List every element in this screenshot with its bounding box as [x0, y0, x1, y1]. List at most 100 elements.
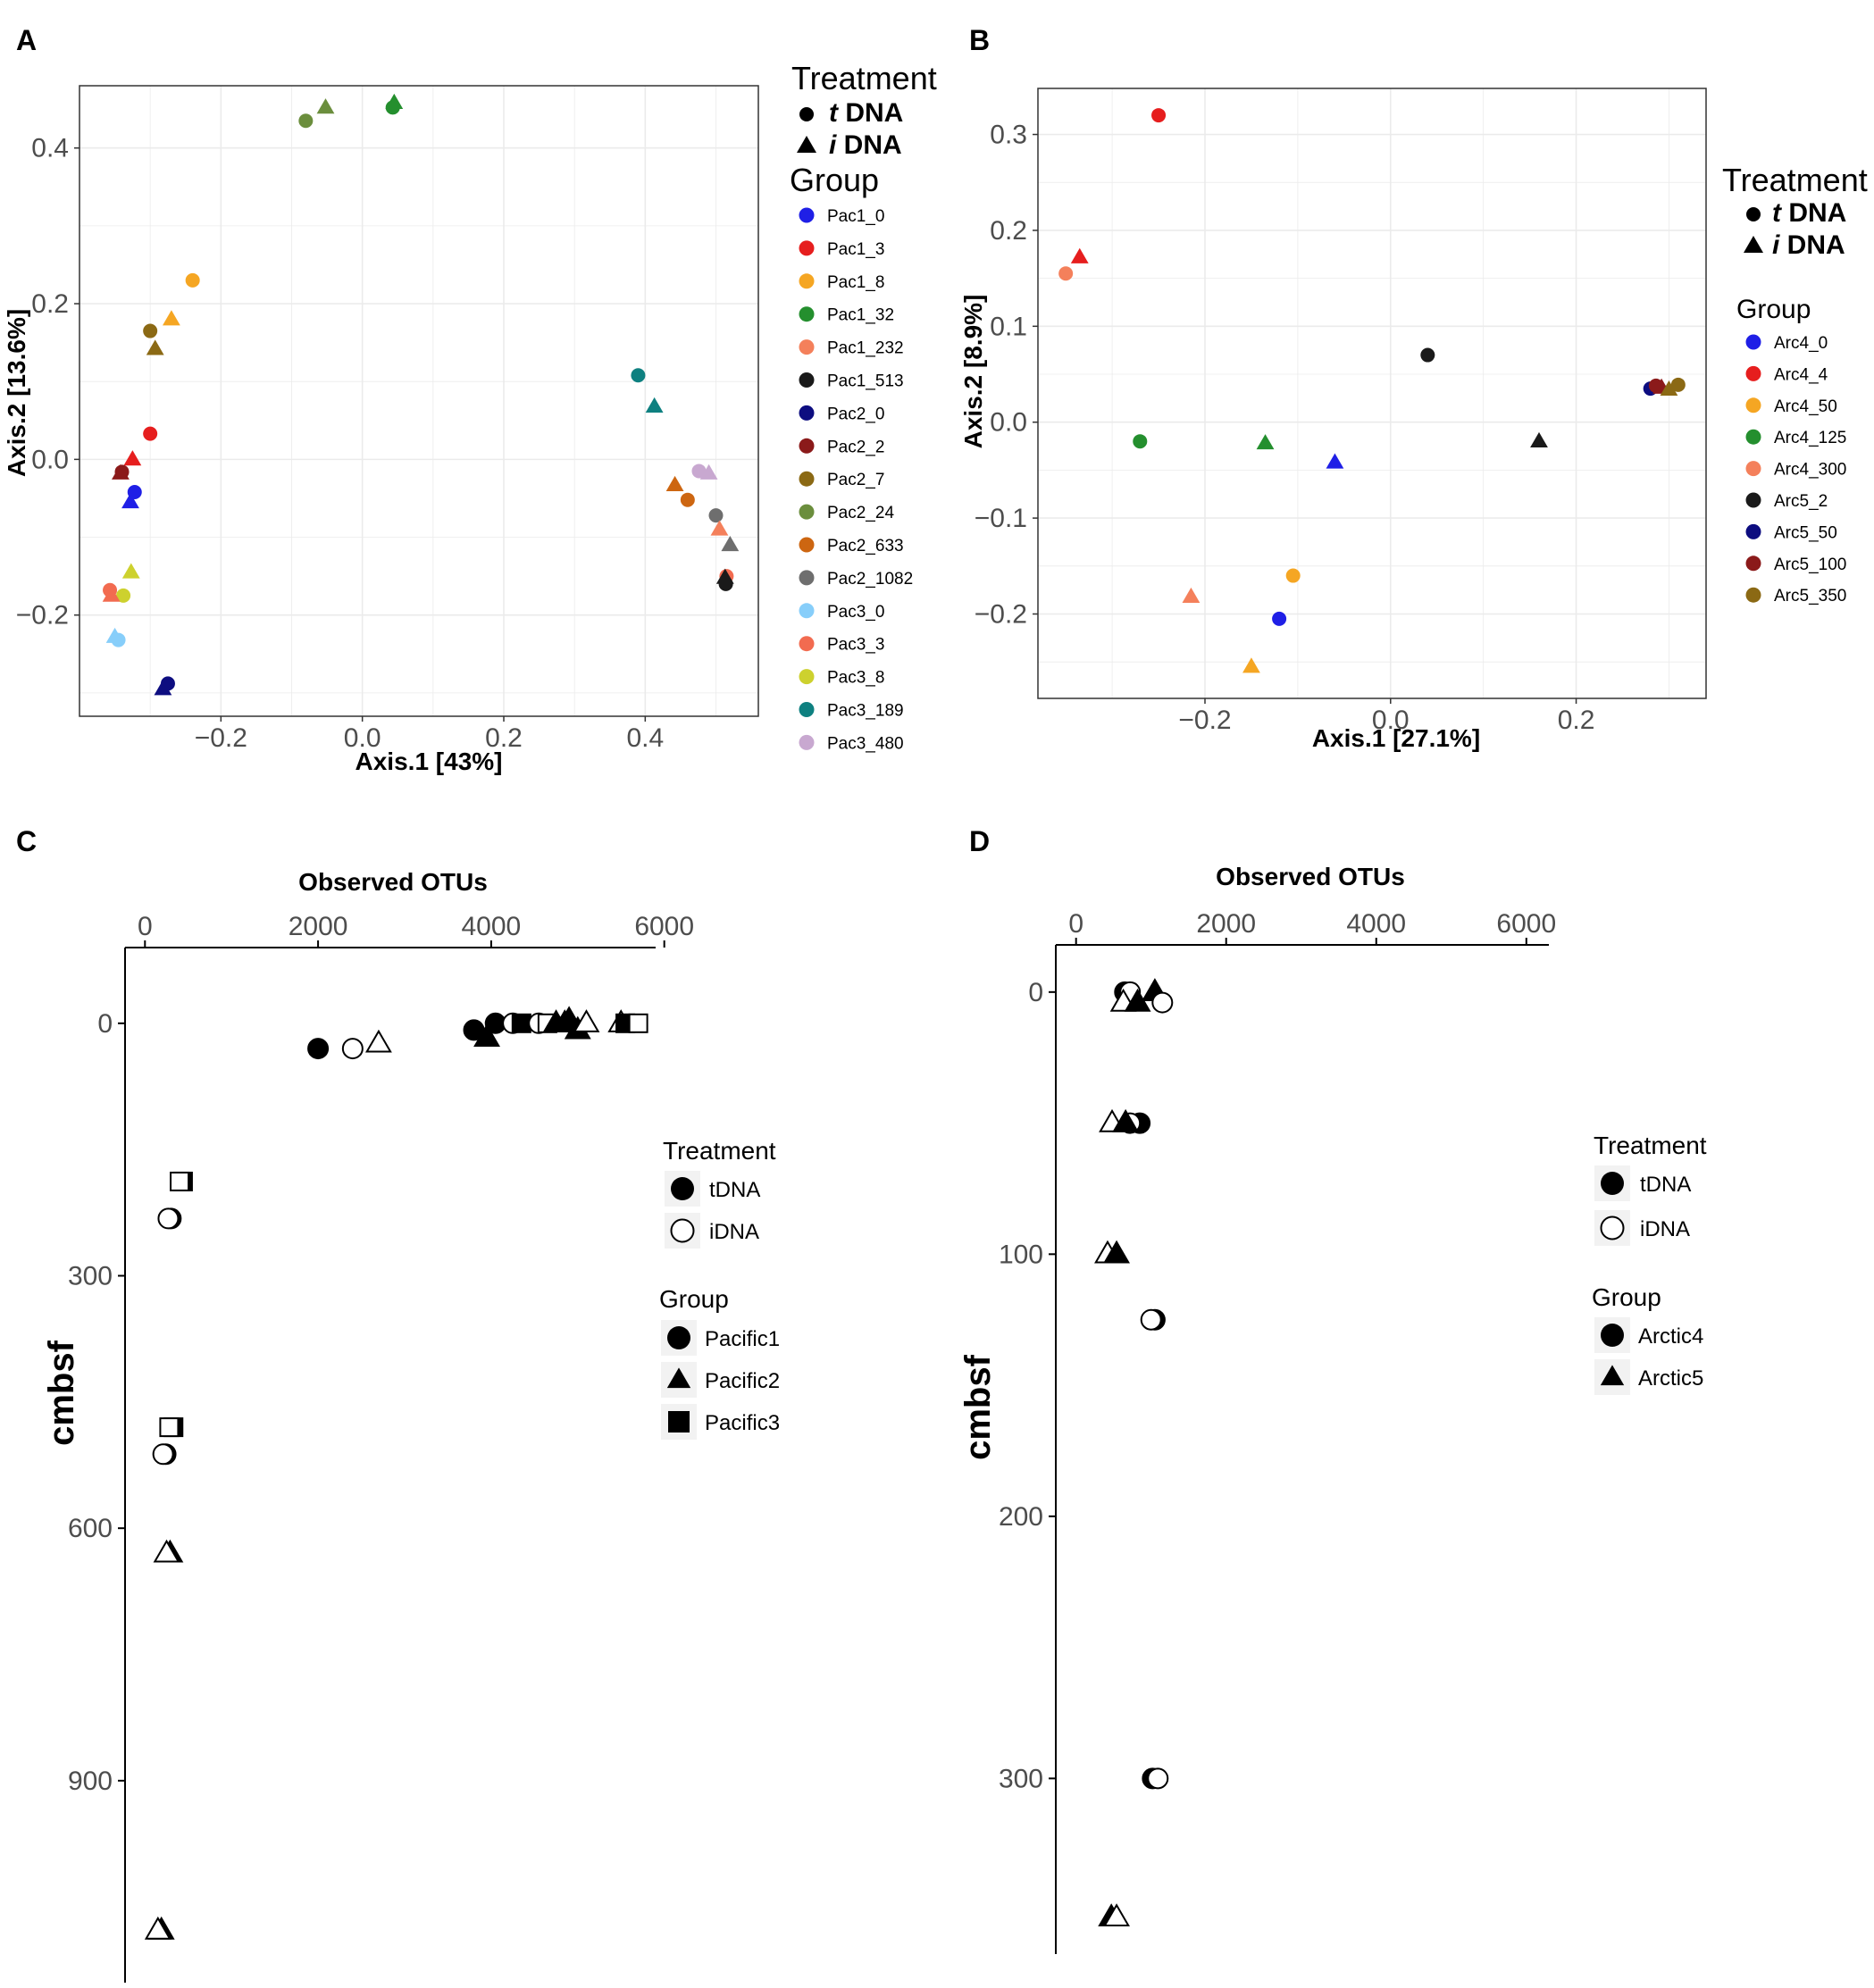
b-legend-group-label: Arc4_50: [1774, 397, 1837, 416]
a-legend-group-label: Pac2_0: [827, 405, 884, 423]
panel-c-legend-tdna-key: [671, 1177, 694, 1200]
panel-d-legend: Treatment tDNA iDNA Group Arctic4 Arctic5: [1592, 1132, 1707, 1395]
b-legend-group-label: Arc5_50: [1774, 523, 1837, 542]
panel-b-ticks: −0.2 0.0 0.2 −0.2 −0.1 0.0 0.1 0.2 0.3: [975, 121, 1595, 735]
b-point: [1530, 431, 1548, 448]
a-legend-group-label: Pac2_7: [827, 471, 884, 489]
c-point: [573, 1009, 600, 1032]
panel-b-legend-group-title: Group: [1736, 295, 1811, 324]
panel-d-points: [1094, 978, 1174, 1927]
a-legend-group-key: [799, 339, 815, 355]
a-legend-group-key: [799, 603, 815, 619]
panel-a-legend-idna-label: DNA: [836, 130, 901, 160]
a-legend-group-key: [799, 306, 815, 322]
a-point: [691, 464, 707, 479]
b-point: [1670, 377, 1686, 392]
panel-b-xlabel: Axis.1 [27.1%]: [1312, 724, 1480, 752]
panel-b-legend-treatment-title: Treatment: [1722, 162, 1868, 198]
b-point: [1058, 266, 1074, 281]
c-point: [153, 1539, 180, 1563]
panel-b-legend-idna-prefix: i: [1772, 230, 1780, 260]
a-legend-group-label: Pac2_24: [827, 504, 894, 522]
c-point: [152, 1443, 174, 1466]
panel-b-gridlines: [1038, 88, 1706, 698]
b-point: [1242, 657, 1260, 673]
panel-b-points: [1058, 108, 1686, 673]
a-point: [708, 508, 724, 523]
panel-b-plot-area: [1038, 88, 1706, 698]
d-point: [1151, 991, 1174, 1014]
d-legend-group-key: [1600, 1365, 1625, 1386]
b-xtick-label: −0.2: [1178, 706, 1231, 735]
b-ytick-label: −0.2: [975, 599, 1027, 629]
panel-a-legend-idna-prefix: i: [829, 130, 837, 160]
a-point: [154, 680, 172, 696]
panel-b-ylabel: Axis.2 [8.9%]: [959, 295, 987, 449]
a-point: [121, 493, 139, 509]
panel-d-ylabel: cmbsf: [958, 1354, 998, 1459]
panel-d: D Observed OTUs 0 2000 4000 60000100200300 …: [958, 825, 1707, 1954]
a-legend-group-label: Pac1_232: [827, 339, 904, 358]
a-legend-group-key: [799, 636, 815, 652]
panel-a-legend-circle-key: [799, 107, 814, 121]
panel-b-legend-tdna-prefix: t: [1772, 198, 1783, 228]
d-legend-group-label: Arctic5: [1638, 1366, 1703, 1391]
panel-b-legend: Treatment t DNA i DNA Group Arc4_0 Arc4_4…: [1722, 162, 1868, 606]
panel-d-legend-group-title: Group: [1592, 1283, 1661, 1311]
a-legend-group-label: Pac3_189: [827, 702, 904, 721]
c-xtick-label: 6000: [634, 912, 694, 941]
a-legend-group-label: Pac1_32: [827, 306, 894, 325]
b-legend-group-key: [1745, 429, 1761, 445]
d-point: [1140, 1308, 1162, 1331]
panel-a-border: [79, 85, 759, 717]
b-xtick-label: 0.2: [1558, 706, 1595, 735]
panel-a-gridlines: [79, 86, 758, 716]
a-legend-group-key: [799, 273, 815, 289]
a-legend-group-label: Pac3_3: [827, 636, 884, 655]
a-legend-group-label: Pac3_480: [827, 734, 904, 753]
a-point: [645, 397, 664, 413]
b-legend-group-label: Arc5_2: [1774, 492, 1828, 511]
c-ytick-label: 300: [68, 1261, 113, 1291]
c-legend-group-label: Pacific2: [705, 1369, 780, 1393]
a-point: [385, 93, 404, 110]
panel-c-title: Observed OTUs: [298, 868, 488, 896]
a-point: [710, 520, 729, 536]
a-xtick-label: 0.2: [485, 723, 523, 753]
a-point: [715, 568, 734, 584]
d-legend-group-key: [1601, 1324, 1624, 1347]
a-legend-group-key: [799, 537, 815, 553]
c-point: [628, 1013, 648, 1033]
c-ytick-label: 0: [97, 1009, 113, 1039]
c-point: [556, 1006, 583, 1030]
c-point: [157, 1207, 180, 1230]
b-legend-group-key: [1745, 587, 1761, 603]
a-legend-group-key: [799, 207, 815, 223]
b-point: [1256, 434, 1275, 450]
panel-c-points: [144, 1006, 648, 1940]
a-legend-group-label: Pac1_0: [827, 207, 884, 226]
a-legend-group-label: Pac1_3: [827, 240, 884, 259]
a-point: [143, 323, 158, 338]
c-point: [473, 1023, 500, 1047]
b-point: [1326, 453, 1344, 469]
b-legend-group-key: [1745, 492, 1761, 508]
panel-c-legend-idna-key: [670, 1218, 695, 1243]
a-legend-group-key: [799, 405, 815, 421]
panel-b-legend-triangle-key: [1744, 236, 1763, 253]
a-point: [699, 464, 718, 480]
panel-d-legend-groups: Arctic4 Arctic5: [1594, 1317, 1703, 1395]
d-point: [1147, 1767, 1169, 1790]
panel-a-legend-group-title: Group: [790, 162, 879, 198]
panel-c-ticks: 0 2000 4000 6000 0 300 600 900: [68, 912, 694, 1796]
panel-d-ticks: 0 2000 4000 6000 0 100 200 300: [999, 909, 1556, 1793]
b-legend-group-key: [1745, 365, 1761, 381]
panel-a-legend-tdna: t DNA: [829, 98, 903, 128]
a-point: [298, 113, 314, 129]
c-legend-group-label: Pacific1: [705, 1327, 780, 1351]
b-legend-group-label: Arc5_350: [1774, 587, 1846, 606]
a-point: [665, 475, 684, 491]
a-legend-group-label: Pac2_1082: [827, 570, 913, 589]
a-legend-group-label: Pac2_2: [827, 438, 884, 456]
